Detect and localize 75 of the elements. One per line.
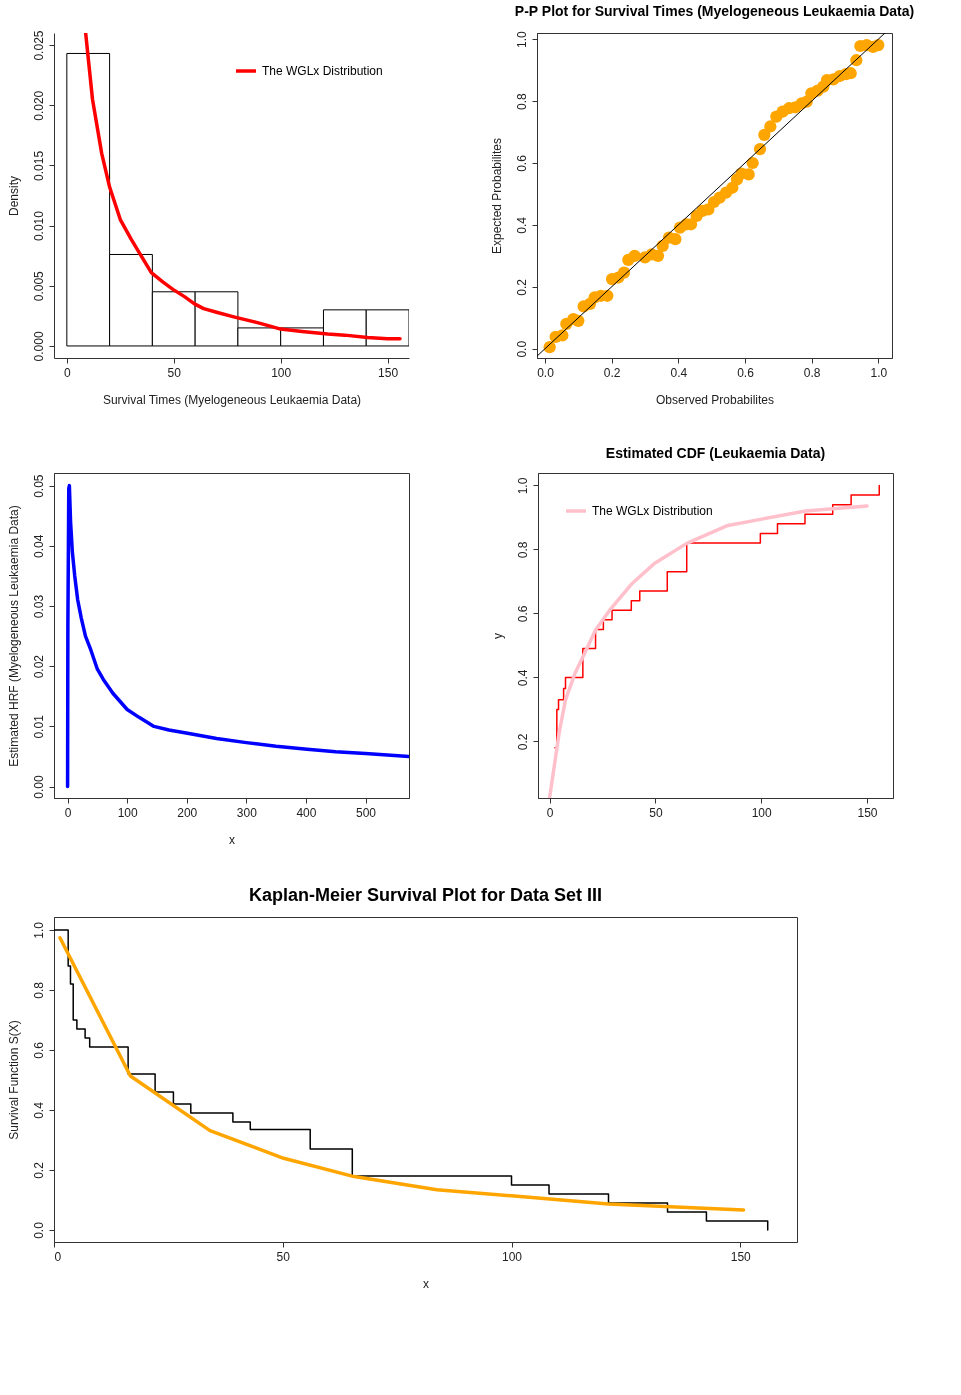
x-tick-label: 0.6 [737,365,755,380]
y-tick-label: 0.02 [31,654,46,679]
y-tick-label: 0.6 [31,1041,46,1059]
x-tick-label: 0.8 [803,365,821,380]
point [628,249,641,262]
y-tick-label: 0.6 [515,605,530,623]
x-tick-label: 50 [276,1249,291,1264]
y-tick-label: 0.015 [31,150,46,181]
chart-title: Estimated CDF (Leukaemia Data) [605,445,826,461]
y-tick-label: 0.00 [31,775,46,799]
y-tick-label: 0.8 [514,92,529,110]
x-tick-label: 50 [167,365,182,380]
x-tick-label: 500 [355,805,377,820]
y-tick-label: 1.0 [31,921,46,939]
x-tick-label: 0 [64,805,72,820]
y-tick-label: 0.4 [31,1101,46,1119]
y-tick-label: 0.4 [514,216,529,234]
point [758,128,771,141]
x-tick-label: 50 [649,805,663,820]
y-tick-label: 0.04 [31,534,46,558]
line-series [547,504,869,798]
x-axis-title: Observed Probabilites [655,392,775,407]
legend-label: The WGLx Distribution [592,504,713,518]
y-tick-label: 0.025 [31,30,46,61]
y-tick-label: 0.01 [31,714,46,739]
x-tick-label: 100 [117,805,138,820]
x-axis-title: Survival Times (Myelogeneous Leukaemia Data) [102,392,362,407]
x-tick-label: 0.2 [603,365,621,380]
line-series [83,33,402,341]
y-tick-label: 0.05 [31,474,46,498]
x-tick-label: 300 [236,805,258,820]
y-tick-label: 0.2 [31,1161,46,1179]
y-tick-label: 1.0 [515,477,530,495]
y-tick-label: 0.005 [31,270,46,302]
y-tick-label: 0.2 [515,733,530,751]
chart-title: Kaplan-Meier Survival Plot for Data Set III [248,885,603,905]
y-tick-label: 0.0 [31,1221,46,1239]
x-tick-label: 200 [177,805,198,820]
x-tick-label: 0 [63,365,71,380]
x-tick-label: 0.0 [537,365,555,380]
x-tick-label: 0 [54,1249,62,1264]
y-axis-title: Density [6,175,21,217]
x-tick-label: 100 [271,365,292,380]
x-axis-title: x [229,832,235,847]
x-tick-label: 150 [378,365,399,380]
point [651,249,665,262]
line-series [65,483,409,789]
y-axis-title: Survival Function S(X) [6,1020,21,1140]
x-tick-label: 150 [730,1249,752,1264]
chart-title: P-P Plot for Survival Times (Myelogeneous Leukaemia Data) [514,2,915,19]
y-axis-title: Expected Probabilites [489,137,504,255]
y-tick-label: 0.6 [514,154,529,172]
y-tick-label: 0.8 [31,981,46,999]
y-tick-label: 0.2 [514,278,529,296]
y-tick-label: 0.0 [514,340,529,358]
legend-label: The WGLx Distribution [262,64,383,78]
point [764,120,777,133]
x-tick-label: 100 [751,805,773,820]
y-axis-title: Estimated HRF (Myelogeneous Leukaemia Data) [6,505,21,767]
y-tick-label: 0.020 [31,90,46,121]
y-tick-label: 0.8 [515,541,530,559]
y-tick-label: 0.03 [31,594,46,619]
x-tick-label: 150 [857,805,878,820]
x-axis-title: x [423,1276,429,1291]
x-tick-label: 400 [296,805,317,820]
x-tick-label: 1.0 [870,365,888,380]
x-tick-label: 0 [546,805,554,820]
y-tick-label: 0.000 [31,331,46,362]
y-tick-label: 0.4 [515,669,530,687]
y-tick-label: 1.0 [514,31,529,49]
y-tick-label: 0.010 [31,210,46,242]
x-tick-label: 0.4 [670,365,688,380]
point [669,233,682,246]
y-axis-title: y [490,633,505,639]
x-tick-label: 100 [502,1249,523,1264]
